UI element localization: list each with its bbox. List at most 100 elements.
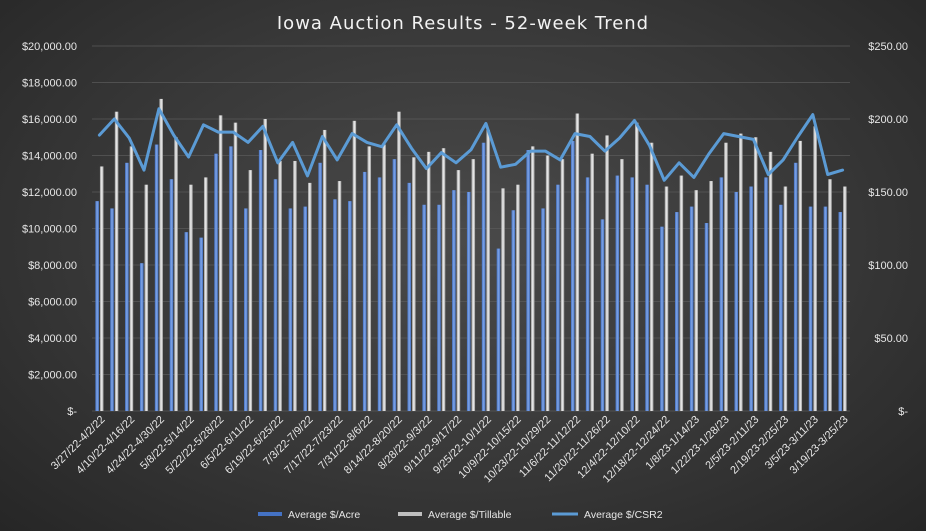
y-left-tick-label: $8,000.00	[28, 260, 77, 272]
bar-acre	[585, 177, 590, 411]
bar-acre	[734, 192, 739, 411]
bar-acre	[407, 182, 412, 411]
bar-tillable	[203, 177, 208, 411]
y-left-tick-label: $4,000.00	[28, 333, 77, 345]
bar-tillable	[843, 186, 847, 411]
bar-acre	[288, 208, 293, 411]
bar-tillable	[144, 184, 149, 411]
legend-label-tillable: Average $/Tillable	[428, 509, 512, 521]
bar-tillable	[724, 142, 728, 411]
bar-acre	[630, 177, 634, 411]
bar-acre	[749, 186, 753, 411]
y-left-tick-label: $20,000.00	[22, 41, 77, 53]
bar-tillable	[337, 181, 342, 411]
bar-tillable	[501, 188, 505, 411]
bar-acre	[704, 223, 709, 411]
bar-acre	[793, 162, 798, 411]
line-csr2	[97, 107, 845, 182]
bar-acre	[481, 142, 486, 411]
gridlines	[92, 45, 850, 412]
y-right-tick-label: $-	[898, 406, 908, 418]
bar-acre	[466, 192, 471, 411]
bar-tillable	[367, 146, 372, 411]
bar-acre	[511, 210, 516, 411]
bar-acre	[496, 248, 501, 411]
bar-tillable	[352, 120, 357, 411]
bar-acre	[333, 199, 337, 411]
legend-label-csr2: Average $/CSR2	[584, 509, 663, 521]
bar-acre	[615, 175, 620, 411]
bar-acre	[764, 177, 768, 411]
bar-tillable	[322, 129, 327, 411]
bar-tillable	[293, 160, 297, 411]
bar-tillable	[397, 111, 401, 411]
bar-tillable	[634, 122, 639, 412]
bar-tillable	[174, 137, 178, 411]
bar-tillable	[412, 157, 416, 411]
bar-tillable	[590, 153, 594, 412]
bar-acre	[243, 208, 248, 411]
bar-tillable	[233, 122, 238, 412]
bar-tillable	[189, 184, 193, 411]
bar-tillable	[783, 186, 788, 411]
bar-acre	[600, 219, 605, 411]
bar-tillable	[382, 144, 386, 412]
bar-tillable	[753, 137, 758, 411]
bar-acre	[823, 206, 828, 411]
bar-tillable	[486, 129, 490, 411]
bar-tillable	[679, 175, 684, 411]
bar-tillable	[263, 119, 267, 411]
chart-title: Iowa Auction Results - 52-week Trend	[277, 13, 649, 34]
bar-acre	[377, 177, 382, 411]
bar-acre	[392, 159, 397, 411]
csr2-line-layer	[97, 107, 845, 182]
bar-tillable	[798, 140, 803, 411]
bar-acre	[526, 150, 530, 411]
bar-acre	[452, 190, 456, 411]
legend: Average $/Acre Average $/Tillable Averag…	[258, 509, 663, 521]
bar-acre	[437, 204, 441, 411]
bar-tillable	[709, 181, 713, 411]
bar-acre	[199, 237, 203, 411]
bar-tillable	[129, 146, 134, 411]
bar-tillable	[516, 184, 520, 411]
bar-tillable	[218, 115, 223, 411]
bar-tillable	[620, 159, 624, 411]
bar-acre	[95, 201, 99, 411]
bar-tillable	[739, 133, 743, 411]
bar-tillable	[560, 159, 565, 411]
bar-acre	[258, 150, 263, 411]
y-right-tick-label: $250.00	[868, 41, 908, 53]
bar-acre	[229, 146, 233, 411]
bar-acre	[139, 263, 144, 411]
bar-acre	[808, 206, 813, 411]
bar-tillable	[768, 151, 773, 411]
bar-acre	[169, 179, 174, 411]
bar-tillable	[694, 190, 699, 411]
bar-tillable	[575, 113, 580, 412]
bar-tillable	[649, 142, 654, 411]
bar-tillable	[114, 111, 119, 411]
bar-acre	[541, 208, 545, 411]
bar-tillable	[159, 98, 163, 412]
bar-tillable	[471, 159, 476, 411]
bar-tillable	[545, 155, 550, 411]
bars	[95, 98, 847, 412]
bar-tillable	[441, 148, 446, 411]
bar-acre	[645, 184, 649, 411]
bar-tillable	[828, 179, 832, 411]
bar-acre	[719, 177, 724, 411]
y-left-tick-label: $10,000.00	[22, 224, 77, 236]
bar-acre	[110, 208, 114, 411]
legend-swatch-acre	[258, 512, 282, 516]
bar-acre	[660, 226, 664, 411]
bar-acre	[422, 204, 426, 411]
bar-tillable	[605, 135, 609, 412]
y-left-tick-label: $12,000.00	[22, 187, 77, 199]
bar-acre	[214, 153, 218, 412]
y-right-tick-label: $100.00	[868, 260, 908, 272]
bar-acre	[570, 140, 575, 411]
y-axis-right: $- $50.00 $100.00 $150.00 $200.00 $250.00	[868, 41, 908, 418]
legend-label-acre: Average $/Acre	[288, 509, 360, 521]
